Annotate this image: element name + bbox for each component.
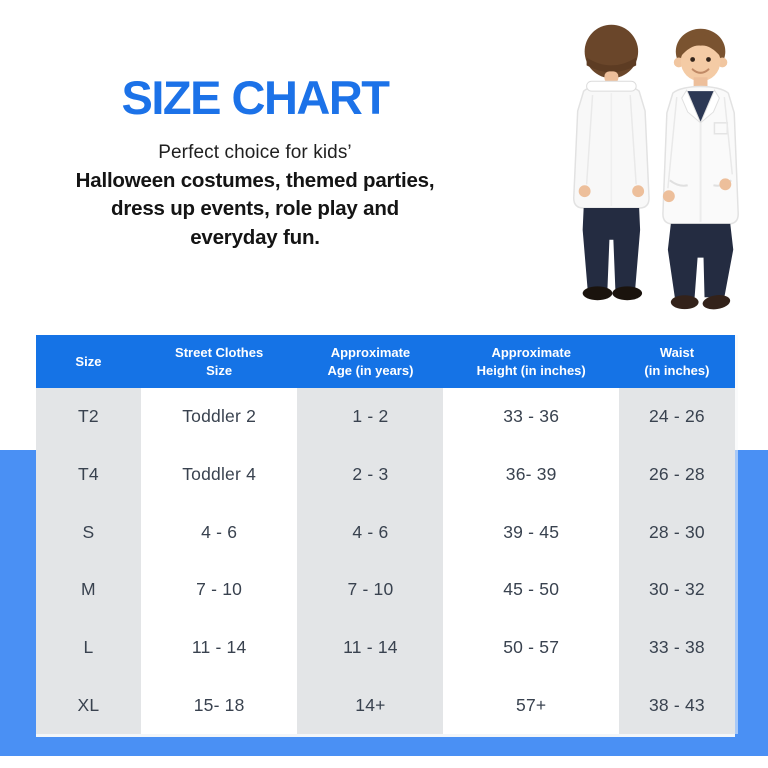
cell-approximate-height: 33 - 36 [443,388,619,446]
table-row-xl: XL 15- 18 14+ 57+ 38 - 43 [36,676,735,735]
cell-approximate-height: 57+ [443,676,619,735]
column-header-approximate-age: Approximate Age (in years) [327,344,414,378]
cell-approximate-age: 2 - 3 [297,445,444,504]
cell-street-clothes-size: 7 - 10 [140,561,298,619]
cell-waist: 24 - 26 [618,388,735,446]
cell-waist: 33 - 38 [618,618,735,677]
page-title: SIZE CHART [121,71,391,124]
cell-approximate-age: 14+ [297,676,444,735]
cell-street-clothes-size: 11 - 14 [140,618,298,677]
cell-size: T4 [36,445,141,504]
column-header-street-clothes-size: Street Clothes Size [175,344,264,378]
cell-approximate-height: 45 - 50 [443,561,619,619]
table-body: T2 Toddler 2 1 - 2 33 - 36 24 - 26 T4 To… [36,388,735,735]
cell-approximate-age: 11 - 14 [297,618,444,677]
cell-approximate-age: 7 - 10 [297,561,444,619]
boy-back-view [572,24,650,301]
column-header-size: Size [75,353,102,369]
cell-approximate-age: 4 - 6 [297,503,444,562]
cell-approximate-height: 36- 39 [443,445,619,504]
cell-waist: 26 - 28 [618,445,735,504]
table-row-t2: T2 Toddler 2 1 - 2 33 - 36 24 - 26 [36,388,735,446]
cell-size: T2 [36,388,141,446]
cell-waist: 38 - 43 [618,676,735,735]
cell-waist: 28 - 30 [618,503,735,562]
subtitle-bold-line-3: everyday fun. [190,225,320,249]
subtitle-bold: Halloween costumes, themed parties, dres… [10,167,500,252]
table-row-s: S 4 - 6 4 - 6 39 - 45 28 - 30 [36,503,735,562]
subtitle-bold-line-2: dress up events, role play and [111,197,399,221]
cell-approximate-age: 1 - 2 [297,388,444,446]
intro-section: SIZE CHART Perfect choice for kids’ Hall… [10,74,500,252]
table-header-row: Size Street Clothes Size Approximate Age… [36,335,735,388]
kids-lab-coat-photo [540,0,766,322]
column-header-approximate-height: Approximate Height (in inches) [476,344,586,378]
cell-size: S [36,503,141,562]
boy-front-view [662,28,739,310]
size-chart-table: Size Street Clothes Size Approximate Age… [36,335,735,735]
cell-street-clothes-size: Toddler 4 [140,445,298,504]
table-row-t4: T4 Toddler 4 2 - 3 36- 39 26 - 28 [36,445,735,504]
subtitle-regular: Perfect choice for kids’ [158,142,352,163]
cell-size: L [36,618,141,677]
table-row-l: L 11 - 14 11 - 14 50 - 57 33 - 38 [36,618,735,677]
cell-size: XL [36,676,141,735]
cell-street-clothes-size: 15- 18 [140,676,298,735]
subtitle-bold-line-1: Halloween costumes, themed parties, [75,169,435,192]
cell-size: M [36,561,141,619]
cell-approximate-height: 50 - 57 [443,618,619,677]
column-header-waist: Waist (in inches) [644,344,710,378]
cell-street-clothes-size: Toddler 2 [140,388,298,446]
cell-street-clothes-size: 4 - 6 [140,503,298,562]
cell-waist: 30 - 32 [618,561,735,619]
cell-approximate-height: 39 - 45 [443,503,619,562]
table-row-m: M 7 - 10 7 - 10 45 - 50 30 - 32 [36,561,735,619]
kids-lab-coat-illustration [572,24,739,310]
